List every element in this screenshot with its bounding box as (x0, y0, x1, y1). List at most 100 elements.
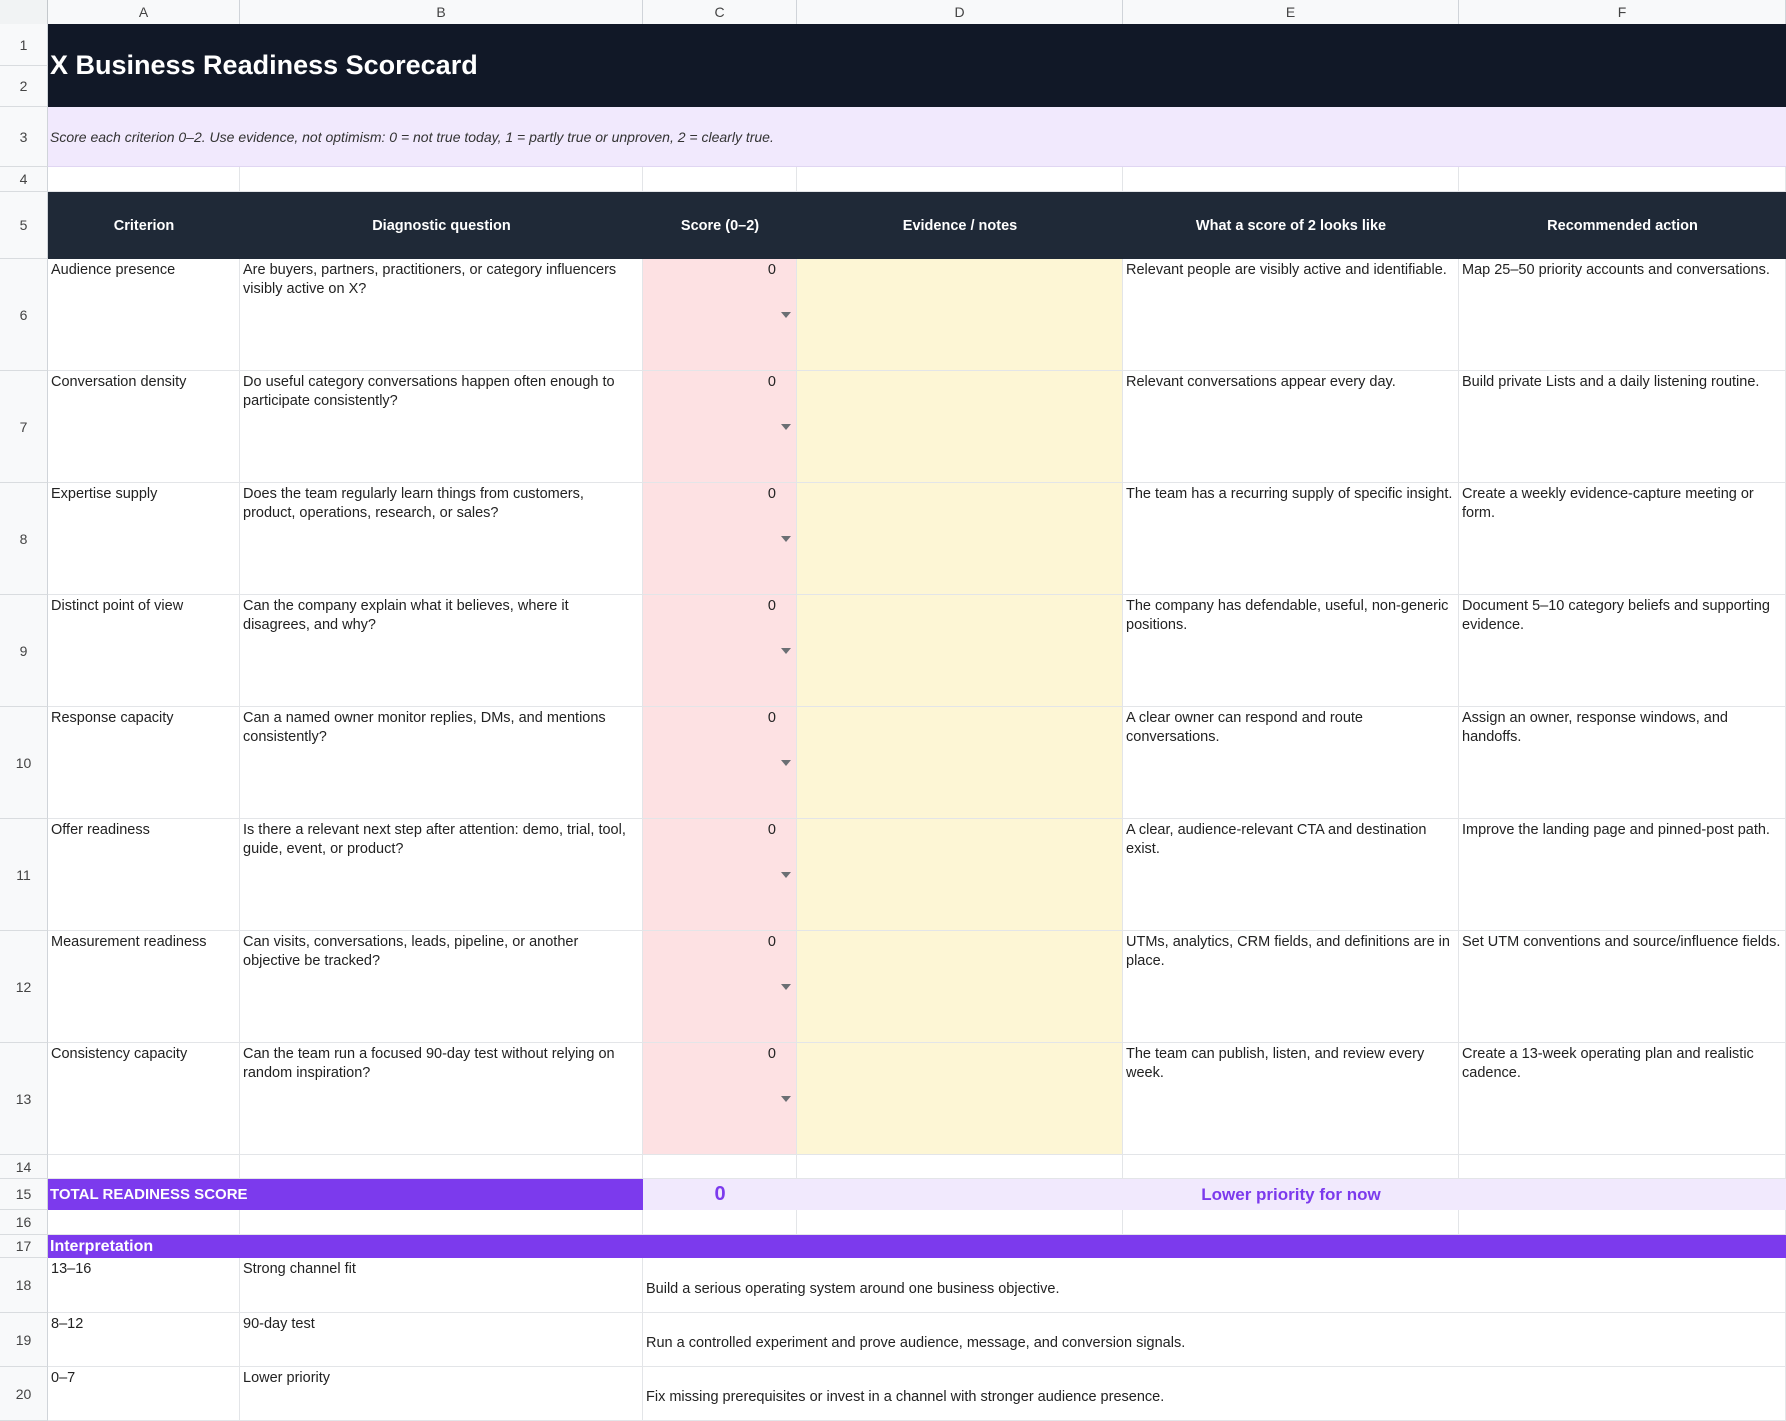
interp-label-cell[interactable]: 90-day test (240, 1313, 643, 1367)
column-header-d[interactable]: D (797, 0, 1123, 24)
criterion-cell[interactable]: Distinct point of view (48, 595, 240, 707)
row-header[interactable]: 15 (0, 1179, 48, 1210)
criterion-cell[interactable]: Expertise supply (48, 483, 240, 595)
chevron-down-icon[interactable] (781, 312, 791, 318)
notes-cell[interactable] (797, 1043, 1123, 1155)
header-score[interactable]: Score (0–2) (680, 217, 760, 234)
row-header[interactable]: 5 (0, 192, 48, 259)
row-header[interactable]: 14 (0, 1155, 48, 1179)
interp-desc-cell[interactable]: Build a serious operating system around … (643, 1258, 1786, 1313)
column-header-c[interactable]: C (643, 0, 797, 24)
empty-cell[interactable] (48, 1210, 240, 1235)
question-cell[interactable]: Can a named owner monitor replies, DMs, … (240, 707, 643, 819)
criterion-cell[interactable]: Response capacity (48, 707, 240, 819)
interp-label-cell[interactable]: Strong channel fit (240, 1258, 643, 1313)
notes-cell[interactable] (797, 595, 1123, 707)
empty-cell[interactable] (643, 1210, 797, 1235)
criterion-cell[interactable]: Audience presence (48, 259, 240, 371)
action-cell[interactable]: Improve the landing page and pinned-post… (1459, 819, 1786, 931)
action-cell[interactable]: Map 25–50 priority accounts and conversa… (1459, 259, 1786, 371)
row-header[interactable]: 3 (0, 107, 48, 167)
interp-desc-cell[interactable]: Run a controlled experiment and prove au… (643, 1313, 1786, 1367)
question-cell[interactable]: Can the company explain what it believes… (240, 595, 643, 707)
interp-desc-cell[interactable]: Fix missing prerequisites or invest in a… (643, 1367, 1786, 1421)
empty-cell[interactable] (643, 167, 797, 192)
score-dropdown[interactable]: 0 (643, 819, 797, 931)
empty-cell[interactable] (797, 1155, 1123, 1179)
score-dropdown[interactable]: 0 (643, 1043, 797, 1155)
action-cell[interactable]: Build private Lists and a daily listenin… (1459, 371, 1786, 483)
empty-cell[interactable] (797, 167, 1123, 192)
empty-cell[interactable] (1459, 1155, 1786, 1179)
header-recommended-action[interactable]: Recommended action (1547, 217, 1698, 234)
criterion-cell[interactable]: Consistency capacity (48, 1043, 240, 1155)
chevron-down-icon[interactable] (781, 536, 791, 542)
score-dropdown[interactable]: 0 (643, 371, 797, 483)
score-dropdown[interactable]: 0 (643, 707, 797, 819)
score2-cell[interactable]: A clear, audience-relevant CTA and desti… (1123, 819, 1459, 931)
empty-cell[interactable] (48, 167, 240, 192)
column-header-e[interactable]: E (1123, 0, 1459, 24)
score2-cell[interactable]: The team can publish, listen, and review… (1123, 1043, 1459, 1155)
notes-cell[interactable] (797, 707, 1123, 819)
header-evidence-notes[interactable]: Evidence / notes (902, 217, 1018, 234)
row-header[interactable]: 9 (0, 595, 48, 707)
score-dropdown[interactable]: 0 (643, 595, 797, 707)
column-header-a[interactable]: A (48, 0, 240, 24)
interp-label-cell[interactable]: Lower priority (240, 1367, 643, 1421)
select-all-corner[interactable] (0, 0, 48, 24)
empty-cell[interactable] (48, 1155, 240, 1179)
score2-cell[interactable]: The team has a recurring supply of speci… (1123, 483, 1459, 595)
total-score-label[interactable]: TOTAL READINESS SCORE (48, 1179, 643, 1210)
criterion-cell[interactable]: Measurement readiness (48, 931, 240, 1043)
empty-cell[interactable] (1123, 167, 1459, 192)
column-header-f[interactable]: F (1459, 0, 1786, 24)
row-header[interactable]: 13 (0, 1043, 48, 1155)
question-cell[interactable]: Do useful category conversations happen … (240, 371, 643, 483)
interp-range-cell[interactable]: 8–12 (48, 1313, 240, 1367)
row-header[interactable]: 18 (0, 1258, 48, 1313)
score-dropdown[interactable]: 0 (643, 931, 797, 1043)
column-header-b[interactable]: B (240, 0, 643, 24)
score2-cell[interactable]: Relevant conversations appear every day. (1123, 371, 1459, 483)
sheet-title[interactable]: X Business Readiness Scorecard (48, 24, 1786, 107)
header-score-2-description[interactable]: What a score of 2 looks like (1195, 217, 1387, 234)
notes-cell[interactable] (797, 931, 1123, 1043)
chevron-down-icon[interactable] (781, 872, 791, 878)
header-diagnostic-question[interactable]: Diagnostic question (372, 217, 511, 234)
total-score-value[interactable]: 0 (714, 1183, 726, 1205)
instructions-text[interactable]: Score each criterion 0–2. Use evidence, … (48, 107, 1786, 167)
row-header[interactable]: 11 (0, 819, 48, 931)
row-header[interactable]: 6 (0, 259, 48, 371)
interp-range-cell[interactable]: 0–7 (48, 1367, 240, 1421)
action-cell[interactable]: Set UTM conventions and source/influence… (1459, 931, 1786, 1043)
empty-cell[interactable] (240, 1155, 643, 1179)
action-cell[interactable]: Document 5–10 category beliefs and suppo… (1459, 595, 1786, 707)
row-header[interactable]: 2 (0, 66, 48, 107)
row-header[interactable]: 20 (0, 1367, 48, 1421)
notes-cell[interactable] (797, 371, 1123, 483)
chevron-down-icon[interactable] (781, 984, 791, 990)
chevron-down-icon[interactable] (781, 648, 791, 654)
empty-cell[interactable] (240, 167, 643, 192)
empty-cell[interactable] (240, 1210, 643, 1235)
question-cell[interactable]: Can visits, conversations, leads, pipeli… (240, 931, 643, 1043)
row-header[interactable]: 8 (0, 483, 48, 595)
action-cell[interactable]: Assign an owner, response windows, and h… (1459, 707, 1786, 819)
chevron-down-icon[interactable] (781, 760, 791, 766)
action-cell[interactable]: Create a 13-week operating plan and real… (1459, 1043, 1786, 1155)
question-cell[interactable]: Is there a relevant next step after atte… (240, 819, 643, 931)
chevron-down-icon[interactable] (781, 1096, 791, 1102)
question-cell[interactable]: Can the team run a focused 90-day test w… (240, 1043, 643, 1155)
row-header[interactable]: 12 (0, 931, 48, 1043)
notes-cell[interactable] (797, 483, 1123, 595)
row-header[interactable]: 19 (0, 1313, 48, 1367)
chevron-down-icon[interactable] (781, 424, 791, 430)
action-cell[interactable]: Create a weekly evidence-capture meeting… (1459, 483, 1786, 595)
interp-range-cell[interactable]: 13–16 (48, 1258, 240, 1313)
score2-cell[interactable]: Relevant people are visibly active and i… (1123, 259, 1459, 371)
total-verdict[interactable]: Lower priority for now (1201, 1184, 1381, 1204)
empty-cell[interactable] (1123, 1155, 1459, 1179)
score2-cell[interactable]: UTMs, analytics, CRM fields, and definit… (1123, 931, 1459, 1043)
interpretation-heading[interactable]: Interpretation (48, 1235, 1786, 1258)
